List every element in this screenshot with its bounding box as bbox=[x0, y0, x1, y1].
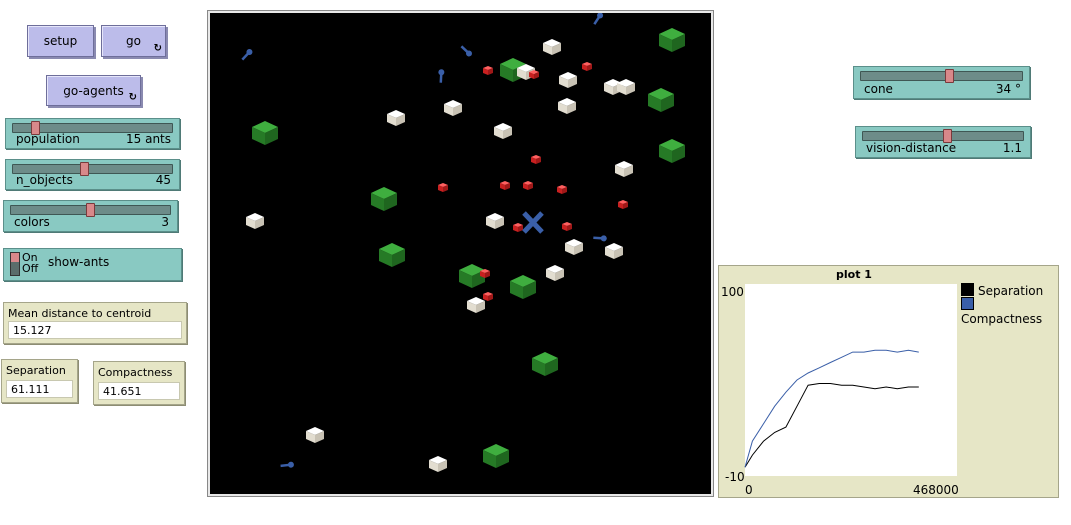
setup-button-label: setup bbox=[43, 34, 78, 48]
legend-item-compactness: Compactness bbox=[961, 297, 1058, 326]
plot-area bbox=[745, 284, 957, 476]
centroid-x-marker bbox=[522, 211, 544, 234]
colors-slider[interactable]: colors 3 bbox=[3, 200, 178, 232]
cone-slider[interactable]: cone 34 ° bbox=[853, 66, 1030, 99]
slider-value: 15 ants bbox=[126, 132, 171, 146]
slider-handle[interactable] bbox=[80, 162, 89, 176]
slider-handle[interactable] bbox=[943, 129, 952, 143]
forever-icon: ↻ bbox=[153, 43, 162, 54]
world-background bbox=[210, 13, 711, 494]
world-canvas bbox=[210, 13, 711, 494]
monitor-label: Compactness bbox=[98, 366, 173, 379]
plot-canvas: 100 -10 0 468000 bbox=[721, 284, 959, 497]
legend-swatch bbox=[961, 283, 974, 296]
go-agents-button[interactable]: go-agents ↻ bbox=[46, 75, 141, 106]
legend-swatch bbox=[961, 297, 974, 310]
slider-value: 3 bbox=[161, 215, 169, 229]
switch-on-label: On bbox=[22, 251, 38, 264]
x-min-label: 0 bbox=[745, 483, 753, 497]
slider-track bbox=[12, 123, 173, 133]
go-button[interactable]: go ↻ bbox=[101, 25, 166, 57]
slider-name: colors bbox=[14, 215, 50, 229]
slider-track bbox=[12, 164, 173, 174]
monitor-value: 15.127 bbox=[8, 321, 182, 339]
world-view[interactable] bbox=[207, 10, 714, 497]
slider-value: 1.1 bbox=[1002, 141, 1022, 155]
compactness-monitor: Compactness 41.651 bbox=[93, 361, 185, 405]
vision-distance-slider[interactable]: vision-distance 1.1 bbox=[855, 126, 1031, 158]
switch-name: show-ants bbox=[48, 255, 110, 269]
forever-icon: ↻ bbox=[128, 92, 137, 103]
slider-track bbox=[860, 71, 1023, 81]
slider-handle[interactable] bbox=[31, 121, 40, 135]
mean-distance-monitor: Mean distance to centroid 15.127 bbox=[3, 302, 187, 344]
slider-name: cone bbox=[864, 82, 893, 96]
plot-title: plot 1 bbox=[836, 268, 872, 281]
slider-name: population bbox=[16, 132, 80, 146]
slider-name: n_objects bbox=[16, 173, 73, 187]
switch-toggle[interactable] bbox=[10, 252, 20, 276]
slider-value: 34 ° bbox=[995, 82, 1021, 96]
slider-value: 45 bbox=[155, 173, 171, 187]
legend-item-separation: Separation bbox=[961, 283, 1043, 298]
series-line-separation bbox=[744, 383, 919, 468]
slider-handle[interactable] bbox=[86, 203, 95, 217]
switch-off-label: Off bbox=[22, 262, 39, 275]
legend-label: Separation bbox=[978, 284, 1044, 298]
setup-button[interactable]: setup bbox=[27, 25, 94, 57]
show-ants-switch[interactable]: On Off show-ants bbox=[3, 248, 182, 281]
x-max-label: 468000 bbox=[913, 483, 959, 497]
monitor-label: Separation bbox=[6, 364, 66, 377]
go-button-label: go bbox=[126, 34, 141, 48]
plot-widget: plot 1 100 -10 0 468000 Separation Compa… bbox=[718, 265, 1059, 498]
monitor-value: 41.651 bbox=[98, 382, 180, 400]
population-slider[interactable]: population 15 ants bbox=[5, 118, 180, 149]
y-max-label: 100 bbox=[721, 285, 744, 299]
separation-monitor: Separation 61.111 bbox=[1, 359, 78, 403]
slider-handle[interactable] bbox=[945, 69, 954, 83]
go-agents-button-label: go-agents bbox=[63, 83, 124, 98]
monitor-value: 61.111 bbox=[6, 380, 73, 398]
n-objects-slider[interactable]: n_objects 45 bbox=[5, 159, 180, 190]
legend-label: Compactness bbox=[961, 312, 1043, 326]
series-line-compactness bbox=[744, 349, 919, 468]
slider-name: vision-distance bbox=[866, 141, 957, 155]
monitor-label: Mean distance to centroid bbox=[8, 307, 152, 320]
y-min-label: -10 bbox=[725, 470, 745, 484]
